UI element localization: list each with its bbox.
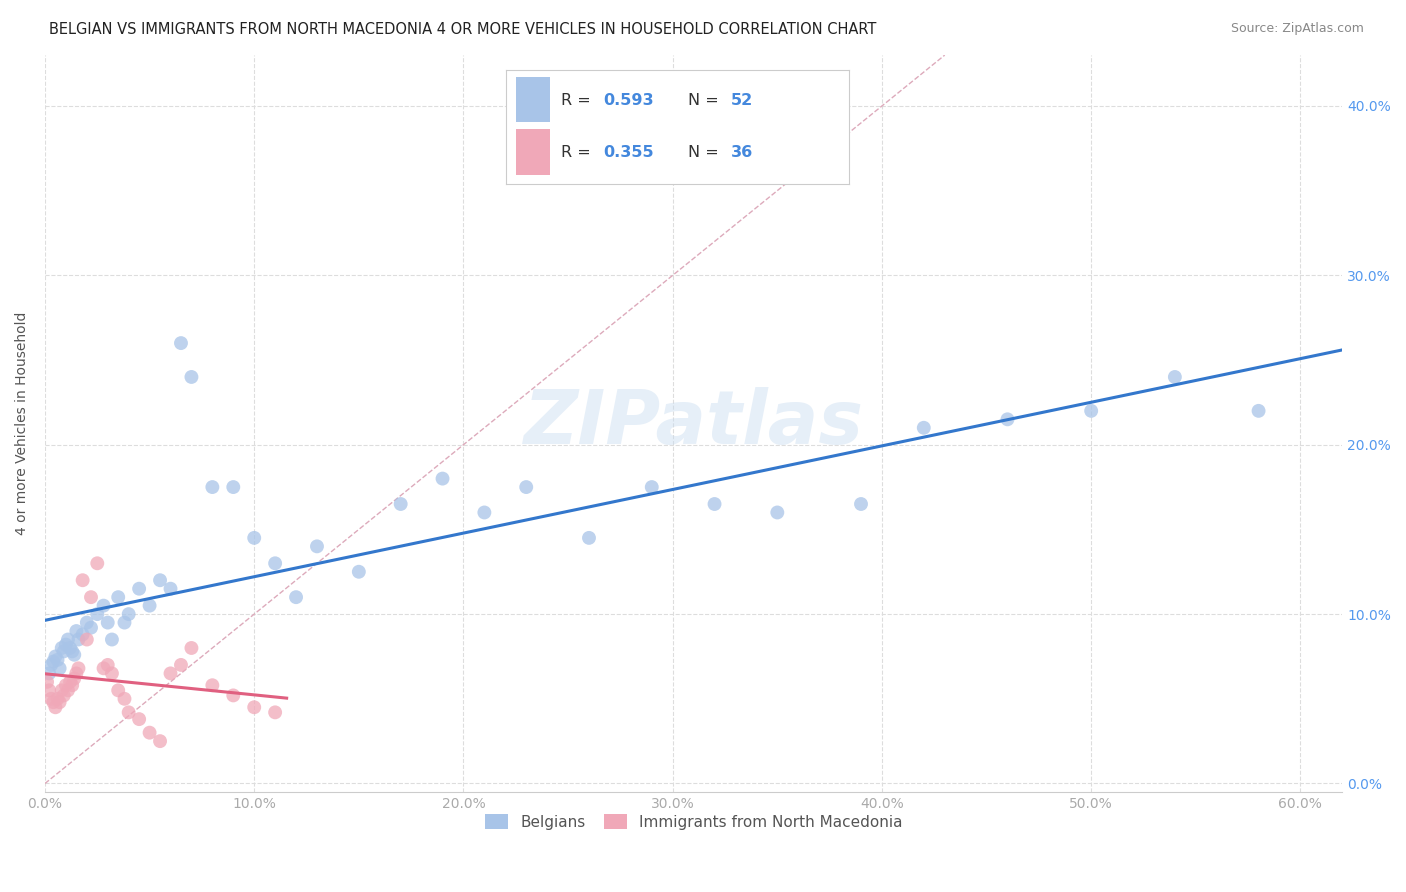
Point <box>59 674 82 689</box>
Point <box>38 666 60 681</box>
Point <box>38 683 60 698</box>
Point <box>285 590 308 604</box>
Point <box>56 683 79 698</box>
Text: ZIPatlas: ZIPatlas <box>523 387 863 460</box>
Point <box>159 666 181 681</box>
Point <box>93 599 115 613</box>
Point <box>86 607 108 621</box>
Legend: Belgians, Immigrants from North Macedonia: Belgians, Immigrants from North Macedoni… <box>479 807 908 836</box>
Point <box>118 607 141 621</box>
Point <box>51 640 73 655</box>
Point <box>55 678 77 692</box>
Point <box>52 689 75 703</box>
Point <box>201 480 224 494</box>
Point <box>52 644 75 658</box>
Point <box>578 531 600 545</box>
Point <box>347 565 370 579</box>
Point <box>515 480 537 494</box>
Point <box>264 706 287 720</box>
Point <box>474 506 496 520</box>
Point <box>222 480 245 494</box>
Point <box>44 700 66 714</box>
Point <box>76 632 98 647</box>
Point <box>72 627 94 641</box>
Point <box>101 666 124 681</box>
Point <box>114 691 136 706</box>
Point <box>107 683 129 698</box>
Point <box>101 632 124 647</box>
Point <box>641 480 664 494</box>
Point <box>55 638 77 652</box>
Point <box>67 661 90 675</box>
Point <box>107 590 129 604</box>
Point <box>1164 370 1187 384</box>
Point <box>128 582 150 596</box>
Point <box>170 336 193 351</box>
Point <box>44 649 66 664</box>
Point <box>67 632 90 647</box>
Point <box>201 678 224 692</box>
Point <box>389 497 412 511</box>
Point <box>97 615 120 630</box>
Y-axis label: 4 or more Vehicles in Household: 4 or more Vehicles in Household <box>15 312 30 535</box>
Point <box>222 689 245 703</box>
Text: BELGIAN VS IMMIGRANTS FROM NORTH MACEDONIA 4 OR MORE VEHICLES IN HOUSEHOLD CORRE: BELGIAN VS IMMIGRANTS FROM NORTH MACEDON… <box>49 22 876 37</box>
Point <box>766 506 789 520</box>
Text: Source: ZipAtlas.com: Source: ZipAtlas.com <box>1230 22 1364 36</box>
Point <box>80 621 103 635</box>
Point <box>42 655 65 669</box>
Point <box>46 653 69 667</box>
Point <box>39 691 62 706</box>
Point <box>80 590 103 604</box>
Point <box>63 648 86 662</box>
Point <box>65 624 87 638</box>
Point <box>1247 404 1270 418</box>
Point <box>703 497 725 511</box>
Point <box>114 615 136 630</box>
Point <box>243 700 266 714</box>
Point <box>305 540 328 554</box>
Point <box>912 421 935 435</box>
Point <box>997 412 1019 426</box>
Point <box>65 666 87 681</box>
Point <box>76 615 98 630</box>
Point <box>849 497 872 511</box>
Point <box>149 734 172 748</box>
Point <box>48 661 70 675</box>
Point <box>180 370 202 384</box>
Point <box>432 472 454 486</box>
Point <box>56 632 79 647</box>
Point <box>35 674 58 689</box>
Point <box>46 691 69 706</box>
Point <box>97 657 120 672</box>
Point <box>264 556 287 570</box>
Point <box>39 657 62 672</box>
Point <box>51 683 73 698</box>
Point <box>1080 404 1102 418</box>
Point <box>138 599 160 613</box>
Point <box>243 531 266 545</box>
Point <box>93 661 115 675</box>
Point <box>42 695 65 709</box>
Point <box>60 644 83 658</box>
Point <box>149 573 172 587</box>
Point <box>63 672 86 686</box>
Point <box>60 678 83 692</box>
Point <box>59 640 82 655</box>
Point <box>118 706 141 720</box>
Point <box>180 640 202 655</box>
Point <box>128 712 150 726</box>
Point <box>159 582 181 596</box>
Point <box>170 657 193 672</box>
Point <box>138 725 160 739</box>
Point <box>86 556 108 570</box>
Point <box>72 573 94 587</box>
Point <box>48 695 70 709</box>
